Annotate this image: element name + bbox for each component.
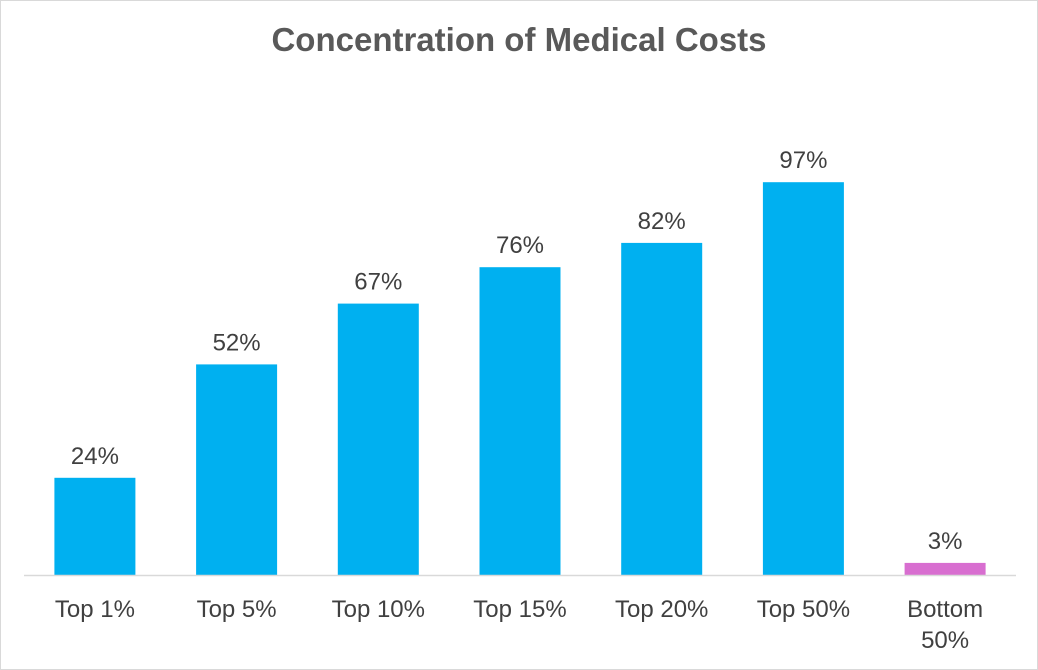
bar-0 [54,477,136,575]
x-tick-label-1: Top 5% [197,596,277,623]
bar-5 [762,182,844,575]
x-tick-label-2: Top 10% [332,596,425,623]
x-tick-label-4: Top 20% [615,596,708,623]
data-label-0: 24% [71,443,119,470]
x-tick-label-5: Top 50% [757,596,850,623]
data-label-3: 76% [496,232,544,259]
data-label-6: 3% [928,528,963,555]
bar-6 [904,562,986,576]
bar-1 [196,364,278,575]
data-label-4: 82% [638,208,686,235]
data-label-5: 97% [779,147,827,174]
x-tick-label-0: Top 1% [55,596,135,623]
x-tick-label-3: Top 15% [473,596,566,623]
bar-2 [337,303,419,575]
bar-4 [621,242,703,575]
data-label-1: 52% [213,329,261,356]
bar-3 [479,267,561,575]
chart-title: Concentration of Medical Costs [271,21,767,58]
data-label-2: 67% [354,269,402,296]
x-tick-label-6: Bottom 50% [907,596,983,654]
